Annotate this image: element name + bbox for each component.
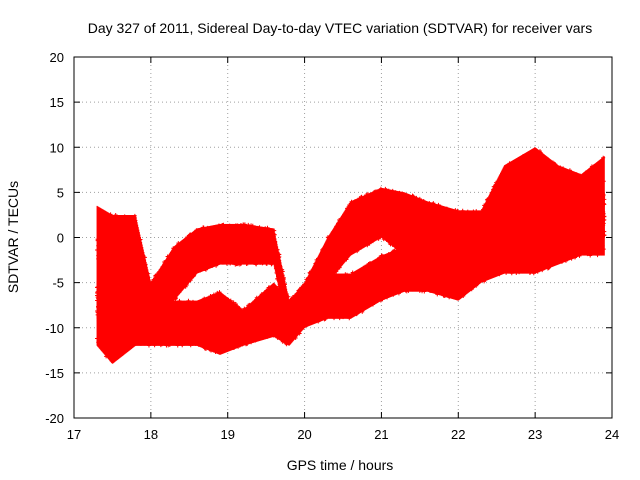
data-points [95,147,607,364]
